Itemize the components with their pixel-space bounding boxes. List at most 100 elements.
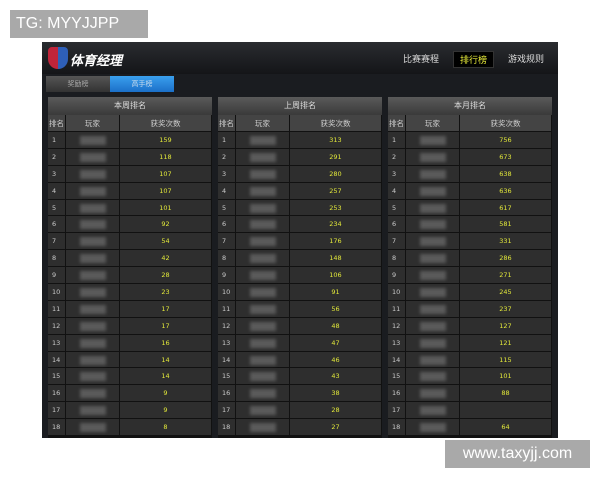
table-row[interactable]: 11 237 — [388, 300, 552, 318]
table-row[interactable]: 15 43 — [218, 368, 382, 386]
table-row[interactable]: 4 107 — [48, 182, 212, 200]
blurred-player-name — [80, 169, 106, 179]
blurred-player-name — [420, 220, 446, 230]
count-cell: 245 — [460, 284, 552, 300]
table-row[interactable]: 1 756 — [388, 132, 552, 149]
table-row[interactable]: 7 54 — [48, 233, 212, 251]
table-row[interactable]: 13 121 — [388, 334, 552, 352]
table-row[interactable]: 15 101 — [388, 368, 552, 386]
table-row[interactable]: 18 27 — [218, 419, 382, 437]
table-row[interactable]: 17 — [388, 402, 552, 420]
table-row[interactable]: 8 148 — [218, 250, 382, 268]
table-row[interactable]: 4 257 — [218, 182, 382, 200]
top-nav: 比赛赛程 排行榜 游戏规则 — [397, 51, 550, 68]
count-cell: 331 — [460, 233, 552, 250]
table-row[interactable]: 13 47 — [218, 334, 382, 352]
player-cell — [236, 402, 290, 419]
table-row[interactable]: 14 14 — [48, 351, 212, 369]
player-cell — [236, 250, 290, 267]
player-cell — [406, 132, 460, 148]
table-row[interactable]: 11 56 — [218, 300, 382, 318]
table-row[interactable]: 11 17 — [48, 300, 212, 318]
table-row[interactable]: 7 331 — [388, 233, 552, 251]
col-player: 玩家 — [236, 115, 290, 131]
watermark-bottom: www.taxyjj.com — [445, 440, 590, 468]
table-row[interactable]: 2 673 — [388, 148, 552, 166]
player-cell — [236, 267, 290, 284]
table-row[interactable]: 17 9 — [48, 402, 212, 420]
table-row[interactable]: 6 92 — [48, 216, 212, 234]
nav-leaderboard[interactable]: 排行榜 — [452, 51, 494, 68]
table-row[interactable]: 8 42 — [48, 250, 212, 268]
table-row[interactable]: 10 23 — [48, 284, 212, 301]
count-cell: 280 — [290, 165, 382, 182]
blurred-player-name — [250, 389, 276, 399]
rank-cell: 4 — [388, 182, 406, 199]
table-row[interactable]: 3 280 — [218, 165, 382, 183]
table-row[interactable]: 2 118 — [48, 148, 212, 166]
blurred-player-name — [420, 152, 446, 162]
rank-cell: 15 — [218, 368, 236, 385]
blurred-player-name — [80, 254, 106, 264]
table-row[interactable]: 2 291 — [218, 148, 382, 166]
tab-reward[interactable]: 奖励榜 — [46, 76, 110, 92]
table-row[interactable]: 5 617 — [388, 199, 552, 217]
count-cell: 9 — [120, 402, 212, 419]
col-count: 获奖次数 — [460, 115, 552, 131]
rank-cell: 9 — [388, 267, 406, 284]
table-row[interactable]: 10 245 — [388, 284, 552, 301]
count-cell: 14 — [120, 351, 212, 368]
table-row[interactable]: 1 159 — [48, 132, 212, 149]
table-row[interactable]: 14 46 — [218, 351, 382, 369]
table-row[interactable]: 15 14 — [48, 368, 212, 386]
table-row[interactable]: 3 638 — [388, 165, 552, 183]
table-row[interactable]: 17 28 — [218, 402, 382, 420]
tab-masters[interactable]: 高手榜 — [110, 76, 174, 92]
table-row[interactable]: 9 106 — [218, 267, 382, 285]
table-row[interactable]: 18 8 — [48, 419, 212, 437]
panel-title: 上周排名 — [218, 97, 382, 115]
table-row[interactable]: 8 286 — [388, 250, 552, 268]
player-cell — [66, 402, 120, 419]
count-cell: 636 — [460, 182, 552, 199]
rank-cell: 9 — [218, 267, 236, 284]
table-row[interactable]: 13 16 — [48, 334, 212, 352]
table-row[interactable]: 6 234 — [218, 216, 382, 234]
player-cell — [406, 300, 460, 317]
table-row[interactable]: 5 101 — [48, 199, 212, 217]
table-row[interactable]: 5 253 — [218, 199, 382, 217]
player-cell — [406, 165, 460, 182]
table-row[interactable]: 9 28 — [48, 267, 212, 285]
table-row[interactable]: 14 115 — [388, 351, 552, 369]
count-cell: 54 — [120, 233, 212, 250]
rank-cell: 3 — [48, 165, 66, 182]
nav-rules[interactable]: 游戏规则 — [507, 55, 544, 65]
player-cell — [66, 148, 120, 165]
rank-cell: 6 — [218, 216, 236, 233]
table-row[interactable]: 16 38 — [218, 385, 382, 403]
blurred-player-name — [80, 220, 106, 230]
count-cell: 101 — [120, 199, 212, 216]
table-row[interactable]: 12 17 — [48, 317, 212, 335]
table-row[interactable]: 12 127 — [388, 317, 552, 335]
rank-cell: 13 — [218, 334, 236, 351]
tab-bar: 奖励榜 高手榜 — [46, 76, 174, 92]
table-row[interactable]: 12 48 — [218, 317, 382, 335]
table-row[interactable]: 1 313 — [218, 132, 382, 149]
table-row[interactable]: 10 91 — [218, 284, 382, 301]
table-row[interactable]: 7 176 — [218, 233, 382, 251]
rank-cell: 1 — [48, 132, 66, 148]
table-row[interactable]: 4 636 — [388, 182, 552, 200]
blurred-player-name — [250, 338, 276, 348]
table-row[interactable]: 16 88 — [388, 385, 552, 403]
logo-shield-icon — [48, 47, 68, 69]
nav-schedule[interactable]: 比赛赛程 — [402, 55, 439, 65]
table-row[interactable]: 9 271 — [388, 267, 552, 285]
player-cell — [66, 267, 120, 284]
table-row[interactable]: 6 581 — [388, 216, 552, 234]
table-row[interactable]: 16 9 — [48, 385, 212, 403]
table-row[interactable]: 18 64 — [388, 419, 552, 437]
app-title: 体育经理 — [70, 54, 123, 69]
table-row[interactable]: 3 107 — [48, 165, 212, 183]
blurred-player-name — [250, 186, 276, 196]
